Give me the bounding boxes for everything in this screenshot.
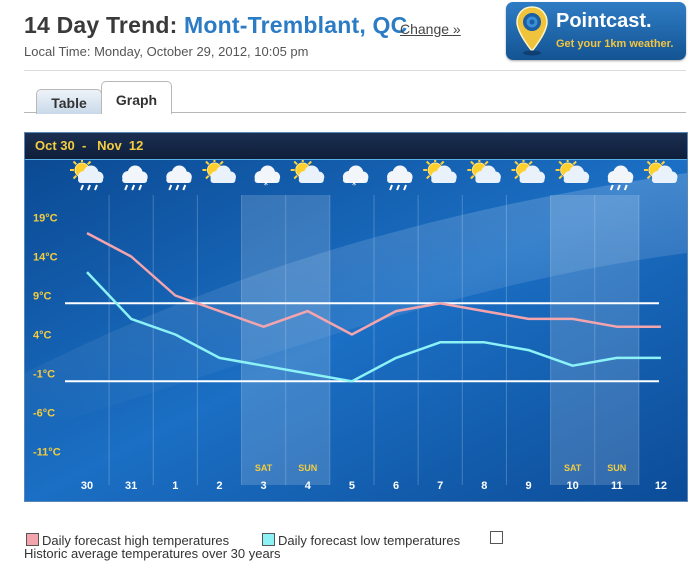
- x-tick-label: 1: [172, 480, 178, 492]
- y-tick-label: 9°C: [33, 291, 52, 303]
- legend-label-high: Daily forecast high temperatures: [42, 533, 230, 548]
- sun-cloud-icon: [511, 158, 545, 183]
- svg-text:*: *: [264, 181, 269, 191]
- tab-strip: [24, 112, 686, 113]
- y-tick-label: 14°C: [33, 252, 58, 264]
- weekend-shade: [241, 195, 286, 485]
- date-range-bar: Oct 30 - Nov 12: [25, 133, 687, 160]
- x-tick-label: 9: [525, 480, 531, 492]
- x-tick-label: 31: [125, 480, 137, 492]
- weekend-shade: [550, 195, 595, 485]
- weekend-label: SUN: [607, 463, 626, 473]
- x-tick-label: 4: [305, 480, 312, 492]
- legend-swatch-high: [26, 533, 39, 546]
- y-tick-label: -11°C: [33, 447, 61, 459]
- x-tick-label: 2: [216, 480, 222, 492]
- snow-cloud-icon: * * *: [342, 165, 369, 191]
- location-name: Mont-Tremblant, QC: [184, 12, 408, 38]
- x-tick-label: 8: [481, 480, 487, 492]
- x-tick-label: 6: [393, 480, 399, 492]
- legend-swatch-historic: [490, 531, 503, 544]
- svg-text:*: *: [345, 178, 350, 188]
- weekend-label: SUN: [298, 463, 317, 473]
- sun-cloud-icon: [423, 158, 457, 183]
- tab-table[interactable]: Table: [36, 89, 102, 114]
- rain-cloud-icon: [122, 165, 148, 191]
- svg-text:*: *: [352, 181, 357, 191]
- rain-cloud-icon: [607, 165, 634, 191]
- y-tick-label: -6°C: [33, 408, 55, 420]
- weekend-label: SAT: [564, 463, 582, 473]
- weekend-shade: [594, 195, 639, 485]
- snow-cloud-icon: * * *: [254, 165, 281, 191]
- sun-cloud-icon: [555, 158, 590, 183]
- y-tick-label: -1°C: [33, 369, 55, 381]
- tab-graph[interactable]: Graph: [101, 81, 172, 114]
- local-time: Local Time: Monday, October 29, 2012, 10…: [24, 44, 309, 59]
- y-tick-label: 19°C: [33, 213, 58, 225]
- rain-cloud-icon: [387, 165, 413, 191]
- low-temperature-line: [86, 271, 661, 383]
- x-tick-label: 30: [81, 480, 93, 492]
- x-tick-label: 7: [437, 480, 443, 492]
- y-tick-label: 4°C: [33, 330, 52, 342]
- svg-text:*: *: [271, 178, 276, 188]
- legend-label-low: Daily forecast low temperatures: [278, 533, 461, 548]
- weekend-shade: [285, 195, 330, 485]
- svg-text:*: *: [359, 178, 364, 188]
- legend-label-historic: Historic average temperatures over 30 ye…: [24, 546, 281, 561]
- trend-chart-svg: 19°C14°C9°C4°C-1°C-6°C-11°C * * * * * * 30 31 1…: [25, 158, 687, 501]
- rain-cloud-icon: [166, 165, 192, 191]
- x-tick-label: 11: [611, 480, 623, 492]
- page-title: 14 Day Trend: Mont-Tremblant, QC: [24, 12, 407, 39]
- sun-cloud-icon: [202, 158, 236, 183]
- promo-subtitle: Get your 1km weather.: [556, 38, 674, 50]
- sun-cloud-icon: [643, 158, 678, 183]
- header-divider: [24, 70, 686, 71]
- pointcast-banner[interactable]: Pointcast. Get your 1km weather.: [506, 2, 686, 60]
- date-range: Oct 30 - Nov 12: [35, 138, 144, 153]
- promo-title: Pointcast.: [556, 10, 652, 32]
- trend-chart: 19°C 14°C 9°C 4°C -1°C -6°C -11°C * * * * * * 30 31 1…: [24, 132, 688, 502]
- x-tick-label: 12: [655, 480, 667, 492]
- legend-swatch-low: [262, 533, 275, 546]
- sun-cloud-icon: [290, 158, 325, 183]
- x-tick-label: 5: [349, 480, 355, 492]
- title-prefix: 14 Day Trend:: [24, 12, 178, 38]
- x-tick-label: 10: [567, 480, 579, 492]
- high-temperature-line: [86, 231, 661, 336]
- x-tick-label: 3: [261, 480, 267, 492]
- sun-cloud-rain-icon: [70, 158, 104, 191]
- change-location-link[interactable]: Change »: [400, 21, 461, 37]
- location-pin-icon: [516, 6, 548, 56]
- weekend-label: SAT: [255, 463, 273, 473]
- svg-text:*: *: [257, 178, 262, 188]
